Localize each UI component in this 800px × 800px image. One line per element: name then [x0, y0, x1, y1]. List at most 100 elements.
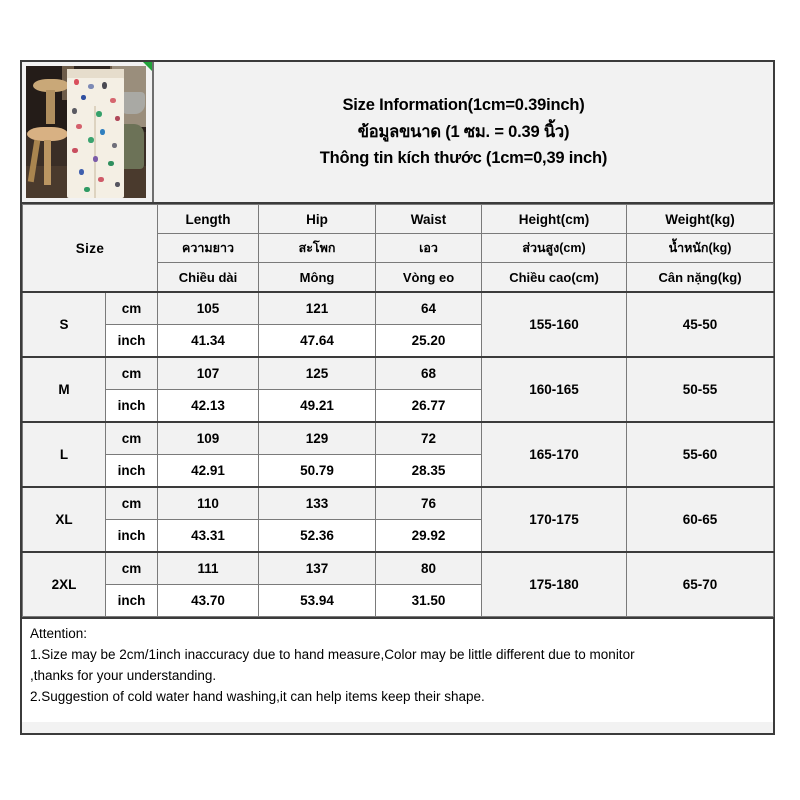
- cell-waist-inch: 28.35: [375, 454, 482, 488]
- green-corner-marker-icon: [143, 62, 152, 71]
- cell-waist-cm: 76: [375, 486, 482, 520]
- cell-length-cm: 109: [157, 421, 259, 455]
- unit-label-inch: inch: [105, 324, 158, 358]
- cell-height-range: 160-165: [481, 356, 627, 423]
- photo-pants-waistband: [66, 68, 125, 78]
- attention-line-2: ,thanks for your understanding.: [30, 667, 217, 683]
- table-row: L cm 109 129 72 165-170 55-60: [22, 421, 774, 488]
- title-block: Size Information(1cm=0.39inch) ข้อมูลขนา…: [154, 62, 773, 202]
- cell-waist-inch: 25.20: [375, 324, 482, 358]
- cell-length-cm: 110: [157, 486, 259, 520]
- product-photo: [26, 66, 146, 198]
- photo-stool-front-leg-a: [44, 139, 52, 185]
- size-label: L: [22, 421, 106, 488]
- cell-waist-inch: 29.92: [375, 519, 482, 553]
- print-blot: [88, 84, 95, 90]
- col-header-weight-en: Weight(kg): [626, 204, 774, 234]
- table-row: inch 43.31 52.36 29.92: [23, 519, 774, 553]
- title-line-vi: Thông tin kích thước (1cm=0,39 inch): [319, 149, 608, 167]
- cell-hip-inch: 53.94: [258, 584, 376, 617]
- unit-label-inch: inch: [105, 389, 158, 423]
- print-blot: [98, 176, 104, 182]
- unit-label-inch: inch: [105, 454, 158, 488]
- photo-pants-seam: [94, 105, 96, 198]
- cell-height-range: 175-180: [481, 551, 627, 617]
- size-column-header: Size: [22, 204, 158, 293]
- print-blot: [95, 110, 102, 117]
- cell-hip-inch: 52.36: [258, 519, 376, 553]
- cell-waist-cm: 80: [375, 551, 482, 585]
- header-row-th: ความยาว สะโพก เอว ส่วนสูง(cm) น้ำหนัก(kg…: [23, 233, 774, 263]
- col-header-hip-en: Hip: [258, 204, 376, 234]
- cell-length-inch: 41.34: [157, 324, 259, 358]
- col-header-weight-vi: Cân nặng(kg): [626, 262, 774, 293]
- table-row: inch 43.70 53.94 31.50: [23, 584, 774, 617]
- col-header-waist-en: Waist: [375, 204, 482, 234]
- cell-height-range: 170-175: [481, 486, 627, 553]
- cell-length-inch: 42.91: [157, 454, 259, 488]
- table-row: inch 42.91 50.79 28.35: [23, 454, 774, 488]
- print-blot: [71, 108, 77, 115]
- print-blot: [74, 79, 79, 86]
- cell-hip-inch: 47.64: [258, 324, 376, 358]
- size-chart-sheet: Size Information(1cm=0.39inch) ข้อมูลขนา…: [20, 60, 775, 735]
- print-blot: [88, 137, 95, 144]
- cell-length-cm: 105: [157, 291, 259, 325]
- photo-pot: [118, 92, 145, 114]
- print-blot: [110, 97, 116, 103]
- photo-stool-back-seat: [33, 79, 70, 93]
- print-blot: [78, 168, 84, 175]
- cell-length-inch: 43.70: [157, 584, 259, 617]
- col-header-length-en: Length: [157, 204, 259, 234]
- cell-weight-range: 60-65: [626, 486, 774, 553]
- cell-height-range: 155-160: [481, 291, 627, 358]
- header-band: Size Information(1cm=0.39inch) ข้อมูลขนา…: [22, 62, 773, 204]
- col-header-height-en: Height(cm): [481, 204, 627, 234]
- table-row: M cm 107 125 68 160-165 50-55: [22, 356, 774, 423]
- col-header-length-vi: Chiều dài: [157, 262, 259, 293]
- cell-waist-cm: 64: [375, 291, 482, 325]
- col-header-length-th: ความยาว: [157, 233, 259, 263]
- col-header-weight-th: น้ำหนัก(kg): [626, 233, 774, 263]
- unit-label-inch: inch: [105, 519, 158, 553]
- product-photo-cell: [22, 62, 154, 202]
- header-row-vi: Chiều dài Mông Vòng eo Chiều cao(cm) Cân…: [23, 262, 774, 293]
- col-header-hip-th: สะโพก: [258, 233, 376, 263]
- cell-waist-cm: 72: [375, 421, 482, 455]
- unit-label-inch: inch: [105, 584, 158, 617]
- unit-label-cm: cm: [105, 291, 158, 325]
- col-header-height-th: ส่วนสูง(cm): [481, 233, 627, 263]
- cell-weight-range: 50-55: [626, 356, 774, 423]
- cell-length-cm: 111: [157, 551, 259, 585]
- title-line-th: ข้อมูลขนาด (1 ซม. = 0.39 นิ้ว): [357, 123, 570, 141]
- cell-weight-range: 45-50: [626, 291, 774, 358]
- cell-hip-inch: 49.21: [258, 389, 376, 423]
- size-label: M: [22, 356, 106, 423]
- print-blot: [101, 81, 107, 89]
- col-header-waist-vi: Vòng eo: [375, 262, 482, 293]
- print-blot: [83, 187, 90, 193]
- cell-hip-cm: 125: [258, 356, 376, 390]
- table-row: inch 41.34 47.64 25.20: [23, 324, 774, 358]
- print-blot: [93, 155, 99, 162]
- unit-label-cm: cm: [105, 356, 158, 390]
- unit-label-cm: cm: [105, 486, 158, 520]
- cell-length-cm: 107: [157, 356, 259, 390]
- col-header-hip-vi: Mông: [258, 262, 376, 293]
- cell-length-inch: 43.31: [157, 519, 259, 553]
- cell-height-range: 165-170: [481, 421, 627, 488]
- cell-waist-cm: 68: [375, 356, 482, 390]
- header-row-en: Size Length Hip Waist Height(cm) Weight(…: [22, 204, 774, 293]
- size-label: 2XL: [22, 551, 106, 617]
- unit-label-cm: cm: [105, 421, 158, 455]
- print-blot: [71, 147, 78, 153]
- cell-waist-inch: 26.77: [375, 389, 482, 423]
- table-row: 2XL cm 111 137 80 175-180 65-70: [22, 551, 774, 617]
- cell-hip-cm: 137: [258, 551, 376, 585]
- attention-heading: Attention:: [30, 626, 88, 641]
- cell-length-inch: 42.13: [157, 389, 259, 423]
- photo-stool-back-leg: [46, 89, 55, 125]
- cell-waist-inch: 31.50: [375, 584, 482, 617]
- print-blot: [112, 142, 118, 148]
- cell-hip-cm: 121: [258, 291, 376, 325]
